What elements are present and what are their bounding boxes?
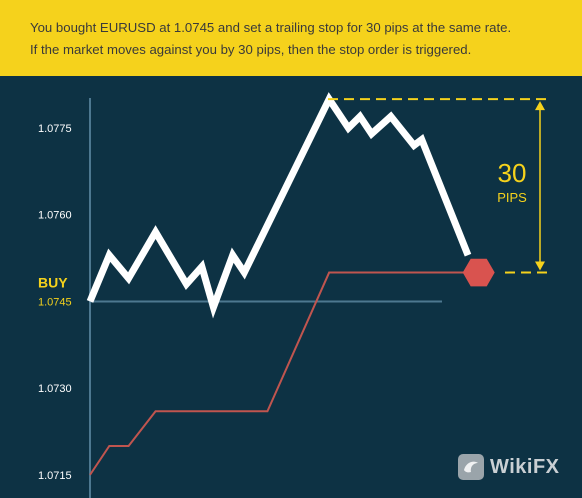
stop-order-hexagon-icon <box>462 258 495 287</box>
wikifx-logo-icon <box>458 454 484 480</box>
arrow-up-icon <box>535 101 545 111</box>
y-tick-labels: 1.0775 1.0760 1.0730 1.0715 <box>38 123 72 482</box>
y-tick-label: 1.0715 <box>38 470 72 482</box>
watermark-text: WikiFX <box>490 455 560 478</box>
axis-layer <box>89 98 442 498</box>
series-layer <box>86 92 472 476</box>
y-tick-label: 1.0775 <box>38 123 72 135</box>
arrow-down-icon <box>535 261 545 271</box>
info-banner: You bought EURUSD at 1.0745 and set a tr… <box>0 0 582 76</box>
watermark: WikiFX <box>458 450 560 484</box>
pips-annotation: 30 PIPS <box>328 98 548 274</box>
banner-line-1: You bought EURUSD at 1.0745 and set a tr… <box>30 20 512 35</box>
trailing-stop-chart: 1.0775 1.0760 1.0730 1.0715 BUY 1.0745 30 P… <box>38 92 548 498</box>
pips-unit: PIPS <box>497 190 527 205</box>
trailing-stop-line <box>89 271 468 476</box>
banner-line-2: If the market moves against you by 30 pi… <box>30 42 472 57</box>
pips-value: 30 <box>498 158 527 188</box>
price-line <box>86 92 472 319</box>
y-tick-label: 1.0760 <box>38 210 72 222</box>
y-tick-label: 1.0730 <box>38 383 72 395</box>
buy-rate-label: 1.0745 <box>38 296 72 308</box>
buy-label: BUY <box>38 274 68 290</box>
